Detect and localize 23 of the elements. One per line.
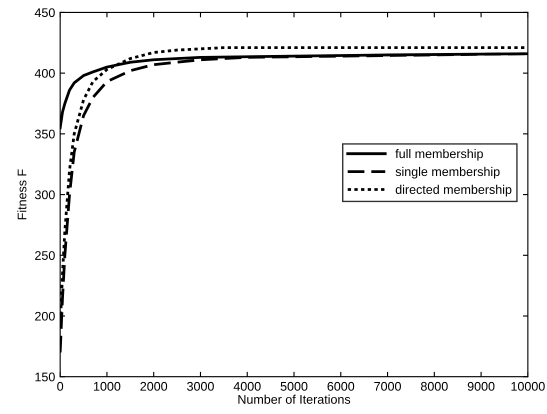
x-tick-label: 2000 [140,382,168,391]
y-axis-title: Fitness F [17,169,26,220]
y-tick-label: 150 [35,372,55,382]
x-tick-label: 8000 [420,382,448,391]
legend-label: full membership [395,148,483,161]
y-tick-label: 350 [34,130,55,139]
y-tick-label: 250 [35,251,55,260]
x-tick-label: 6000 [328,382,354,391]
x-tick-label: 10000 [511,382,545,391]
x-tick-label: 0 [57,382,64,391]
x-tick-label: 5000 [280,382,308,391]
x-tick-label: 4000 [234,382,261,391]
x-axis-title: Number of Iterations [238,394,350,404]
legend-label: directed membership [396,184,512,196]
x-tick-label: 9000 [468,382,495,391]
y-tick-label: 200 [35,312,55,321]
y-tick-label: 300 [34,190,55,200]
x-tick-label: 3000 [187,382,214,391]
y-tick-label: 450 [34,8,55,18]
y-tick-label: 400 [34,68,55,78]
legend-label: single membership [396,166,500,179]
x-tick-label: 1000 [94,382,120,391]
x-tick-label: 7000 [374,382,401,391]
